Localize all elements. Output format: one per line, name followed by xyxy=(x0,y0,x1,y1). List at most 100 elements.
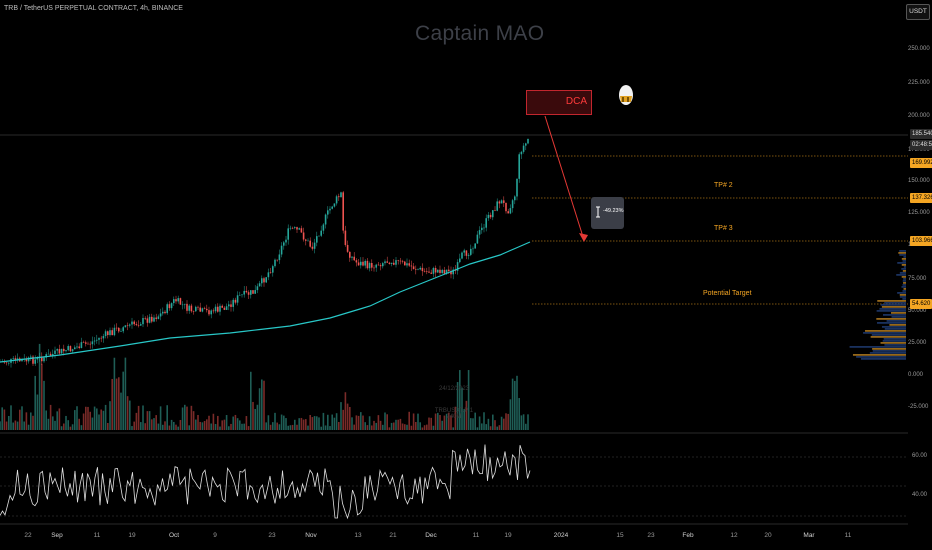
volume-bar xyxy=(63,423,65,430)
volume-bar xyxy=(522,414,525,430)
dca-label: DCA xyxy=(565,96,587,107)
candle-body xyxy=(329,208,331,211)
price-axis-label: 225.000 xyxy=(908,80,930,86)
volume-bar xyxy=(87,406,89,430)
measure-tooltip[interactable]: -49.23% xyxy=(591,197,624,229)
candle-body xyxy=(164,311,166,314)
volume-bar xyxy=(386,414,388,430)
time-axis-label: 2024 xyxy=(553,532,569,539)
candle-body xyxy=(219,305,221,312)
time-axis-label: 9 xyxy=(213,532,217,539)
volume-profile-bar xyxy=(872,350,906,352)
currency-button[interactable]: USDT xyxy=(906,4,930,20)
volume-bar xyxy=(186,406,188,430)
candle-body xyxy=(357,262,360,266)
candle-body xyxy=(45,354,47,358)
volume-bar xyxy=(346,403,349,430)
candle-body xyxy=(63,348,65,352)
volume-bar xyxy=(76,406,78,430)
volume-bar xyxy=(243,423,245,430)
volume-bar xyxy=(254,408,256,430)
volume-bar xyxy=(410,425,413,430)
volume-bar xyxy=(267,415,270,430)
volume-bar xyxy=(406,424,408,430)
volume-bar xyxy=(384,412,386,430)
symbol-title[interactable]: TRB / TetherUS PERPETUAL CONTRACT, 4h, B… xyxy=(4,5,183,12)
volume-profile-bar xyxy=(877,300,906,302)
rsi-axis-label: 40.00 xyxy=(912,492,928,498)
volume-bar xyxy=(34,375,36,430)
candle-body xyxy=(527,138,529,144)
tp2-label[interactable]: TP# 2 xyxy=(714,182,733,189)
candle-body xyxy=(415,269,417,270)
candle-body xyxy=(470,248,472,255)
volume-profile-bar xyxy=(880,342,906,344)
potential-target-label[interactable]: Potential Target xyxy=(703,290,752,297)
time-axis-label: 12 xyxy=(730,532,738,539)
volume-bar xyxy=(89,411,91,430)
volume-bar xyxy=(272,422,274,430)
moving-average-line[interactable] xyxy=(0,241,531,363)
volume-bar xyxy=(371,425,373,430)
tp3-label[interactable]: TP# 3 xyxy=(714,225,733,232)
volume-bar xyxy=(485,424,487,430)
projection-arrow[interactable] xyxy=(544,115,585,241)
volume-bar xyxy=(463,409,465,430)
volume-bar xyxy=(217,415,219,430)
candle-body xyxy=(120,331,122,332)
candle-body xyxy=(481,227,483,231)
volume-bar xyxy=(399,418,402,430)
time-axis-label: Oct xyxy=(168,532,180,539)
volume-bar xyxy=(309,414,311,430)
candle-body xyxy=(157,316,160,319)
volume-bar xyxy=(340,402,342,430)
volume-bar xyxy=(503,418,505,430)
volume-bar xyxy=(417,413,419,430)
rsi-line[interactable] xyxy=(0,444,531,520)
candle-body xyxy=(30,356,32,358)
volume-bar xyxy=(355,415,358,430)
volume-bar xyxy=(21,406,23,430)
volume-bar xyxy=(487,418,490,430)
volume-bar xyxy=(379,420,382,430)
candle-body xyxy=(49,353,52,356)
candle-body xyxy=(474,243,476,249)
volume-bar xyxy=(148,411,151,430)
candle-body xyxy=(360,261,362,266)
candle-body xyxy=(5,362,8,364)
candle-body xyxy=(320,230,322,236)
candle-body xyxy=(309,240,311,247)
candle-body xyxy=(36,357,39,360)
time-axis-label: Sep xyxy=(51,532,63,539)
volume-bar xyxy=(401,423,404,430)
candle-body xyxy=(364,260,366,266)
candle-body xyxy=(256,286,259,291)
candle-body xyxy=(89,343,91,345)
volume-profile-bar xyxy=(902,290,906,292)
volume-bar xyxy=(439,415,441,430)
candle-body xyxy=(234,299,237,303)
candle-body xyxy=(300,228,303,233)
dca-box[interactable]: DCA xyxy=(526,90,592,115)
volume-bar xyxy=(129,400,131,430)
candle-body xyxy=(342,192,344,231)
candle-body xyxy=(151,316,153,322)
candle-body xyxy=(298,228,300,230)
candle-body xyxy=(461,252,463,259)
candle-body xyxy=(71,349,74,352)
candle-body xyxy=(69,346,72,352)
volume-bar xyxy=(247,426,250,430)
volume-bar xyxy=(16,421,19,430)
volume-bar xyxy=(511,378,514,430)
candlesticks[interactable] xyxy=(0,138,529,368)
candle-body xyxy=(316,236,318,243)
candle-body xyxy=(289,227,292,229)
candle-body xyxy=(56,349,58,351)
candle-body xyxy=(111,330,113,336)
candle-body xyxy=(377,264,380,266)
volume-bar xyxy=(96,408,98,430)
volume-bar xyxy=(203,420,206,430)
volume-bar xyxy=(274,412,276,430)
volume-profile-bar xyxy=(889,324,906,326)
